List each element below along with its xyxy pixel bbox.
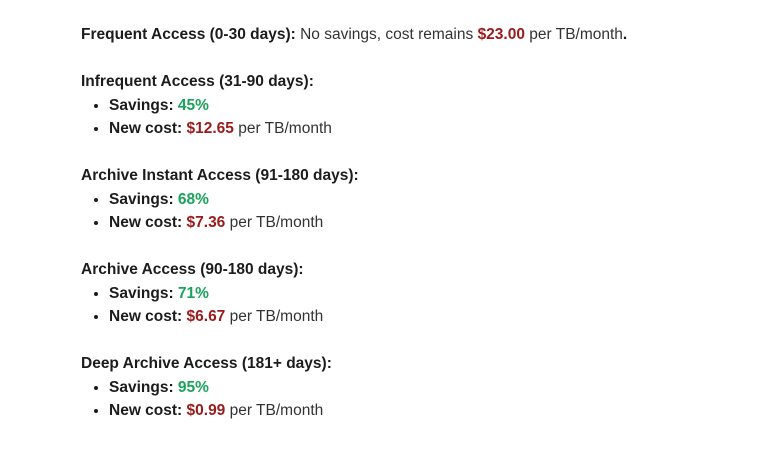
tier-heading: Deep Archive Access (181+ days): [81,355,332,372]
cost-value: $6.67 [186,308,226,325]
cost-value: $12.65 [186,120,234,137]
tier-section-infrequent-access: Infrequent Access (31-90 days): Savings:… [81,70,728,141]
cost-label: New cost: [109,402,187,419]
frequent-access-paragraph: Frequent Access (0-30 days): No savings,… [81,23,728,47]
frequent-access-body-text: No savings, cost remains [300,26,478,43]
tier-list: Savings: 71% New cost: $6.67 per TB/mont… [81,282,728,329]
savings-label: Savings: [109,284,178,302]
tier-heading: Archive Instant Access (91-180 days): [81,167,359,184]
frequent-access-price: $23.00 [477,26,525,43]
cost-item: New cost: $6.67 per TB/month [109,305,728,329]
savings-value: 95% [177,378,209,396]
frequent-access-period: . [622,26,628,43]
tier-heading: Infrequent Access (31-90 days): [81,73,314,90]
tier-list: Savings: 95% New cost: $0.99 per TB/mont… [81,376,728,423]
cost-suffix: per TB/month [225,308,324,325]
cost-item: New cost: $0.99 per TB/month [109,399,728,423]
savings-label: Savings: [109,190,178,208]
savings-item: Savings: 71% [109,282,728,306]
savings-item: Savings: 68% [109,188,728,212]
savings-value: 45% [177,96,209,114]
cost-suffix: per TB/month [225,402,324,419]
savings-value: 68% [177,190,209,208]
frequent-access-label: Frequent Access (0-30 days): [81,26,301,43]
cost-label: New cost: [109,308,187,325]
savings-value: 71% [177,284,209,302]
savings-label: Savings: [109,96,178,114]
tier-list: Savings: 45% New cost: $12.65 per TB/mon… [81,94,728,141]
cost-item: New cost: $12.65 per TB/month [109,117,728,141]
cost-label: New cost: [109,214,187,231]
tier-list: Savings: 68% New cost: $7.36 per TB/mont… [81,188,728,235]
savings-label: Savings: [109,378,178,396]
savings-item: Savings: 45% [109,94,728,118]
tier-section-archive-instant-access: Archive Instant Access (91-180 days): Sa… [81,164,728,235]
cost-suffix: per TB/month [233,120,332,137]
cost-label: New cost: [109,120,187,137]
cost-value: $0.99 [186,402,226,419]
cost-suffix: per TB/month [225,214,324,231]
frequent-access-unit-text: per TB/month [524,26,623,43]
pricing-tiers-document: Frequent Access (0-30 days): No savings,… [0,0,768,423]
cost-item: New cost: $7.36 per TB/month [109,211,728,235]
tier-heading: Archive Access (90-180 days): [81,261,304,278]
tier-section-archive-access: Archive Access (90-180 days): Savings: 7… [81,258,728,329]
cost-value: $7.36 [186,214,226,231]
savings-item: Savings: 95% [109,376,728,400]
tier-section-deep-archive-access: Deep Archive Access (181+ days): Savings… [81,352,728,423]
